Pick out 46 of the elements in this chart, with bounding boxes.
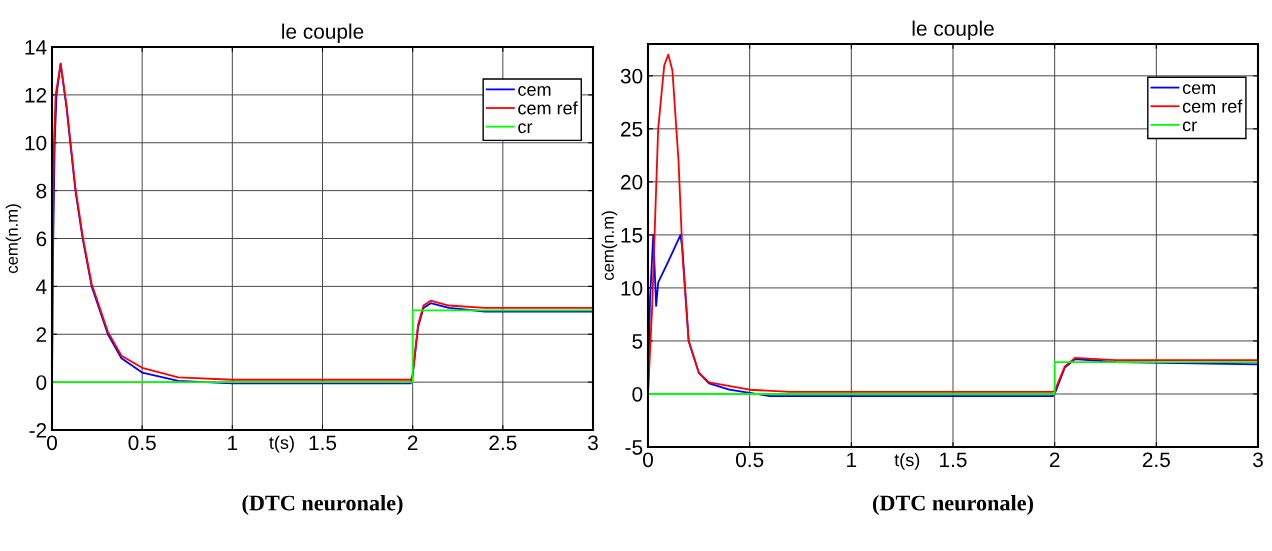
y-tick-label: 4: [36, 279, 47, 294]
y-tick-label: 0: [632, 386, 643, 402]
legend-label: cr: [1182, 121, 1197, 132]
x-tick-label: 2: [407, 435, 418, 450]
x-tick-label: 1.5: [309, 435, 337, 451]
y-tick-label: -5: [625, 440, 643, 455]
y-tick-label: 20: [621, 174, 643, 190]
x-tick-label: 0: [643, 452, 653, 468]
y-tick-label: 30: [620, 68, 643, 84]
legend-label: cem: [518, 85, 551, 96]
y-tick-label: 12: [25, 87, 47, 103]
y-axis-title: cem(n.m): [5, 204, 22, 273]
text: (DTC neuronale): [873, 494, 1033, 516]
legend-label: cr: [518, 123, 533, 134]
text: (DTC neuronale): [242, 494, 403, 516]
line-series: [648, 53, 1258, 395]
y-tick-label: 14: [25, 40, 47, 55]
x-tick-label: 3: [1253, 452, 1263, 468]
y-tick-label: 5: [632, 334, 643, 349]
legend-label: cem ref: [1182, 99, 1243, 113]
x-tick-label: 1.5: [940, 452, 967, 468]
chart-title: le couple: [282, 23, 364, 43]
x-tick-label: 0: [47, 435, 57, 451]
x-tick-label: 1: [228, 435, 238, 450]
chart-title: le couple: [912, 20, 994, 40]
x-axis-title: t(s): [894, 453, 920, 470]
y-tick-label: 2: [36, 327, 47, 342]
x-tick-label: 0.5: [128, 435, 156, 451]
y-tick-label: 25: [621, 121, 643, 137]
y-tick-label: 0: [36, 375, 47, 390]
y-tick-label: -2: [29, 423, 47, 438]
x-tick-label: 2.5: [489, 435, 517, 451]
y-tick-label: 10: [25, 135, 47, 151]
x-tick-label: 3: [588, 435, 598, 451]
legend-label: cem ref: [518, 101, 578, 115]
x-tick-label: 0.5: [736, 452, 764, 468]
y-tick-label: 10: [621, 280, 643, 296]
y-tick-label: 6: [36, 231, 47, 247]
y-tick-label: 8: [36, 183, 47, 199]
y-axis-title: cem(n.m): [601, 211, 618, 280]
x-tick-label: 1: [847, 452, 857, 467]
x-axis-title: t(s): [269, 435, 294, 453]
legend-label: cem: [1182, 84, 1216, 95]
y-tick-label: 15: [621, 228, 643, 243]
x-tick-label: 2.5: [1142, 452, 1170, 468]
x-tick-label: 2: [1049, 452, 1060, 467]
